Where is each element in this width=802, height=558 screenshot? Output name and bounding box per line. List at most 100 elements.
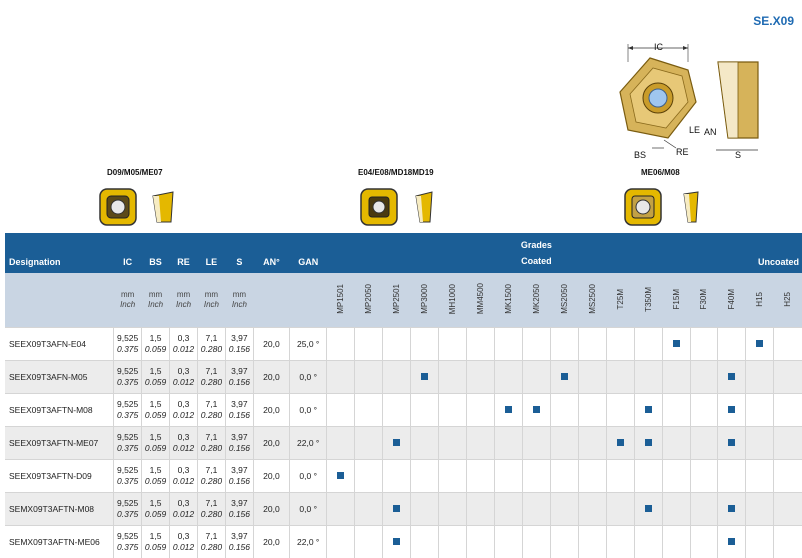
availability-mark	[393, 439, 400, 446]
re-inch-value: 0.012	[173, 377, 194, 387]
designation-text: SEEX09T3AFTN-M08	[9, 405, 93, 415]
grade-cell-mk2050	[522, 526, 550, 558]
s-mm-value: 3,97	[231, 399, 248, 409]
grade-cell-t350m	[634, 394, 662, 427]
grade-cell-f40m	[718, 526, 746, 558]
grade-cell-mp2050	[355, 394, 383, 427]
grade-cell-h15	[746, 394, 774, 427]
bs-mm-value: 1,5	[150, 432, 162, 442]
an-value: 20,0	[263, 504, 280, 514]
grade-cell-mp2050	[355, 460, 383, 493]
grade-cell-mp2501	[383, 493, 411, 526]
grade-cell-mm4500	[467, 361, 495, 394]
grade-cell-t350m	[634, 427, 662, 460]
le-label: LE	[689, 125, 700, 135]
an-value: 20,0	[263, 438, 280, 448]
grade-cell-mp2501	[383, 427, 411, 460]
re-mm-value: 0,3	[178, 498, 190, 508]
re-header: RE	[170, 233, 198, 273]
availability-mark	[728, 505, 735, 512]
re-label: RE	[676, 147, 689, 157]
grade-header-ms2050: MS2050	[550, 273, 578, 328]
coated-label: Coated	[327, 253, 746, 269]
grade-cell-mp2501	[383, 394, 411, 427]
grade-header-mp2501: MP2501	[383, 273, 411, 328]
designation-cell: SEMX09T3AFTN-ME06	[5, 526, 114, 558]
designation-cell: SEMX09T3AFTN-M08	[5, 493, 114, 526]
grade-cell-h25	[774, 427, 802, 460]
grade-cell-ms2050	[550, 493, 578, 526]
grade-cell-mk2050	[522, 328, 550, 361]
designation-cell: SEEX09T3AFTN-M08	[5, 394, 114, 427]
le-inch-value: 0.280	[201, 410, 222, 420]
grade-header-t350m: T350M	[634, 273, 662, 328]
grade-label: F15M	[672, 289, 681, 309]
ic-inch-value: 0.375	[117, 344, 138, 354]
grade-cell-f40m	[718, 460, 746, 493]
availability-mark	[728, 406, 735, 413]
le-inch-value: 0.280	[201, 344, 222, 354]
le-inch-value: 0.280	[201, 542, 222, 552]
grade-cell-mp3000	[411, 328, 439, 361]
grade-cell-mp3000	[411, 394, 439, 427]
grade-cell-mp2050	[355, 493, 383, 526]
le-inch-value: 0.280	[201, 377, 222, 387]
variant-label-1: D09/M05/ME07	[107, 168, 163, 177]
le-mm-value: 7,1	[206, 531, 218, 541]
le-mm-value: 7,1	[206, 366, 218, 376]
s-inch-value: 0.156	[229, 377, 250, 387]
insert-image-1	[97, 186, 187, 228]
grade-cell-mk1500	[494, 394, 522, 427]
grade-cell-mp2050	[355, 328, 383, 361]
grade-cell-mk1500	[494, 493, 522, 526]
unit-inch: Inch	[170, 300, 198, 310]
s-mm-value: 3,97	[231, 531, 248, 541]
bs-label: BS	[634, 150, 646, 160]
grade-cell-f40m	[718, 427, 746, 460]
an-units	[253, 273, 289, 328]
table-header-row: Designation IC BS RE LE S AN° GAN Grades…	[5, 233, 802, 273]
grade-cell-mp2050	[355, 427, 383, 460]
grade-cell-mp2050	[355, 526, 383, 558]
re-inch-value: 0.012	[173, 410, 194, 420]
grade-header-mk1500: MK1500	[494, 273, 522, 328]
availability-mark	[421, 373, 428, 380]
grade-cell-f30m	[690, 460, 718, 493]
an-value: 20,0	[263, 372, 280, 382]
le-inch-value: 0.280	[201, 476, 222, 486]
s-inch-value: 0.156	[229, 509, 250, 519]
grade-cell-mp2501	[383, 526, 411, 558]
le-mm-value: 7,1	[206, 333, 218, 343]
grade-cell-mp3000	[411, 460, 439, 493]
ic-inch-value: 0.375	[117, 509, 138, 519]
grade-cell-mp3000	[411, 361, 439, 394]
gan-units	[290, 273, 327, 328]
availability-mark	[645, 505, 652, 512]
grade-cell-mh1000	[439, 427, 467, 460]
grade-label: H15	[755, 292, 764, 307]
unit-inch: Inch	[197, 300, 225, 310]
availability-mark	[728, 439, 735, 446]
ic-inch-value: 0.375	[117, 377, 138, 387]
grade-cell-mk2050	[522, 493, 550, 526]
grade-cell-mm4500	[467, 460, 495, 493]
grade-cell-mp1501	[327, 526, 355, 558]
an-cell: 20,0	[253, 460, 289, 493]
